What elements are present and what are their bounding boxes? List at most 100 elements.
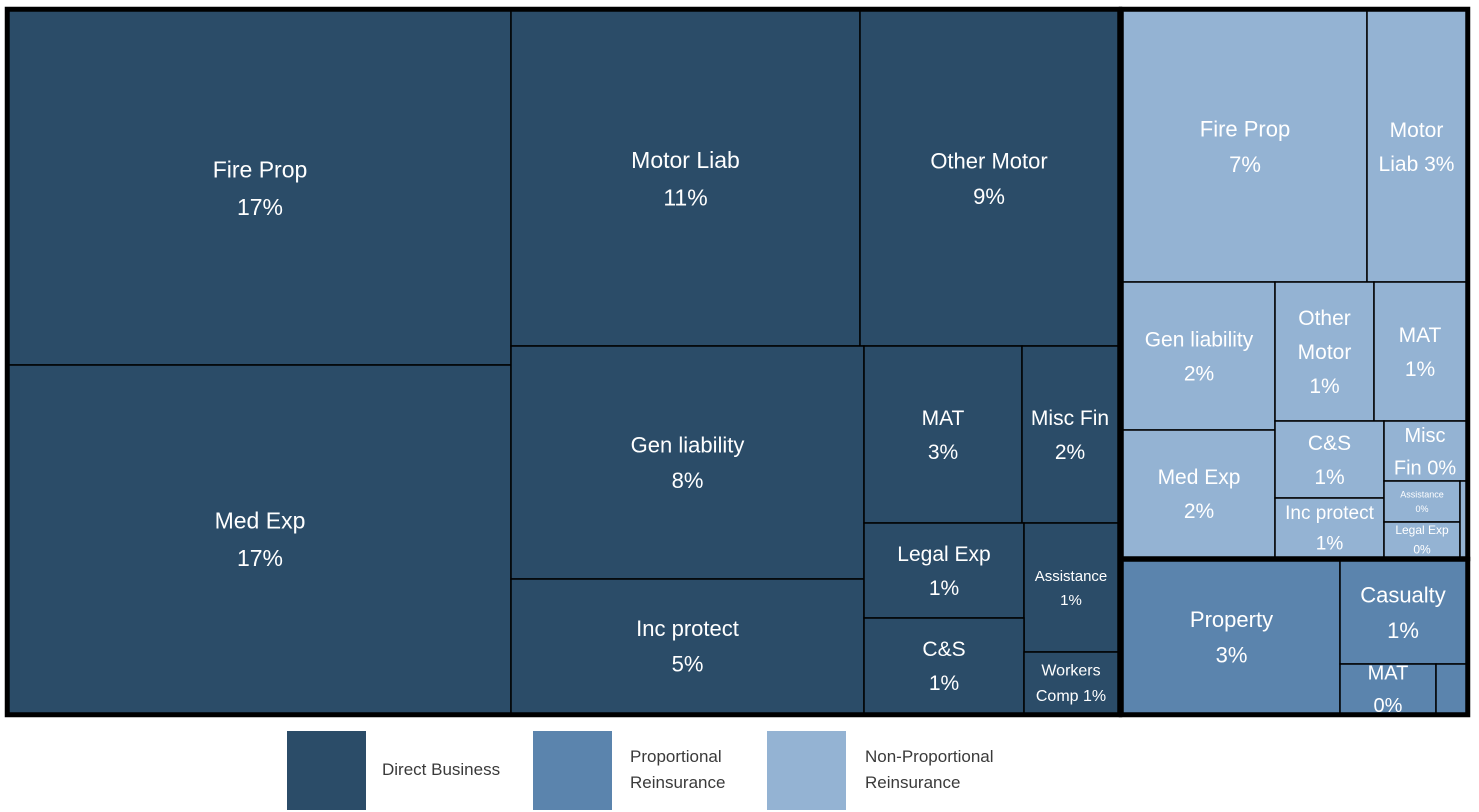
tile-p-tiny [1435,663,1467,714]
tile-label-line: 5% [672,652,704,677]
tile-label: Med Exp 2% [1158,466,1241,523]
tile-label: Fire Prop 17% [213,157,308,220]
tile-n-assist: Assistance 0% [1383,480,1461,523]
tile-d-legal: Legal Exp 1% [863,522,1025,619]
tile-label-line: Assistance [1400,489,1444,499]
tile-label: Med Exp 17% [215,508,306,571]
tile-label-line: Workers [1041,662,1100,679]
tile-label-line: 3% [928,441,958,464]
tile-label-line: Other Motor [930,149,1047,174]
tile-label-line: Assistance [1035,568,1108,585]
tile-label-line: 11% [663,184,707,210]
tile-n-cs: C&S 1% [1274,420,1385,499]
tile-label-line: Other [1298,307,1351,330]
tile-label: Legal Exp 1% [897,543,990,600]
tile-label-line: 0% [1415,504,1428,514]
tile-rect [1122,429,1276,558]
tile-rect [1459,480,1467,558]
tile-rect [1274,281,1375,422]
tile-label-line: MAT [1368,663,1409,685]
treemap-tiles: Fire Prop 17% Med Exp 17% Motor Liab 11% Other… [8,10,1467,717]
tile-label: Motor Liab 3% [1379,119,1455,176]
tile-label-line: C&S [1308,432,1351,455]
tile-label-line: 2% [1184,500,1214,523]
tile-label-line: 1% [1314,466,1344,489]
tile-label-line: 1% [1405,358,1435,381]
tile-rect [863,617,1025,714]
group-border-proportional [1118,556,1471,718]
tile-rect [1122,560,1341,714]
tile-label-line: Legal Exp [1395,523,1449,537]
tile-rect [1339,560,1467,665]
legend-label: Reinsurance [865,773,960,792]
tile-label-line: Casualty [1360,583,1446,608]
tile-d-othermotor: Other Motor 9% [859,10,1119,347]
tile-label-line: C&S [922,638,965,661]
tile-n-med: Med Exp 2% [1122,429,1276,558]
tile-label: Legal Exp 0% [1395,523,1449,556]
tile-label-line: 2% [1184,363,1214,386]
tile-label-line: 0% [1413,543,1431,557]
tile-label-line: 1% [1060,592,1082,609]
tile-n-tiny [1459,480,1467,558]
tile-label: Motor Liab 11% [631,147,740,210]
tile-label: Inc protect 5% [636,616,739,677]
tile-n-othermotor: Other Motor 1% [1274,281,1375,422]
tile-n-genliab: Gen liability 2% [1122,281,1276,431]
tile-label-line: Legal Exp [897,543,990,566]
legend-label: Reinsurance [630,773,725,792]
tile-label-line: 0% [1374,695,1403,717]
legend-swatch [533,731,612,810]
tile-rect [863,522,1025,619]
tile-label-line: 17% [237,194,283,220]
tile-label: MAT 3% [922,407,965,464]
tile-label-line: Fin 0% [1394,457,1456,479]
tile-n-legal: Legal Exp 0% [1383,521,1461,558]
tile-n-mat: MAT 1% [1373,281,1467,422]
tile-label-line: Gen liability [631,433,745,458]
tile-label-line: 2% [1055,441,1085,464]
tile-n-fire: Fire Prop 7% [1122,10,1368,283]
tile-label-line: Med Exp [1158,466,1241,489]
tile-rect [1435,663,1467,714]
tile-p-property: Property 3% [1122,560,1341,714]
tile-rect [1021,345,1119,524]
tile-rect [510,578,865,714]
tile-n-motorliab: Motor Liab 3% [1366,10,1467,283]
tile-d-assist: Assistance 1% [1023,522,1119,653]
tile-label-line: Fire Prop [1200,117,1290,142]
tile-label-line: Comp 1% [1036,688,1106,705]
tile-label: Other Motor 9% [930,149,1047,210]
tile-label-line: 9% [973,184,1005,209]
tile-label: Casualty 1% [1360,583,1446,644]
tile-label: Assistance 0% [1400,489,1444,514]
tile-label: MAT 0% [1368,663,1409,717]
tile-label-line: Med Exp [215,508,306,534]
tile-label: Gen liability 2% [1145,329,1254,386]
tile-label-line: Motor [1298,341,1352,364]
tile-label: Misc Fin 0% [1394,425,1456,479]
tile-p-casualty: Casualty 1% [1339,560,1467,665]
tile-label-line: Inc protect [636,616,739,641]
tile-rect [1383,480,1461,523]
tile-label: Inc protect 1% [1285,503,1374,555]
tile-label: Gen liability 8% [631,433,745,494]
tile-rect [1023,522,1119,653]
legend-swatch [767,731,846,810]
legend-label: Direct Business [382,760,500,779]
tile-label: Property 3% [1190,607,1273,668]
tile-label-line: 1% [1309,375,1339,398]
tile-label: Assistance 1% [1035,568,1108,609]
tile-d-miscfin: Misc Fin 2% [1021,345,1119,524]
tile-label-line: 3% [1216,643,1248,668]
legend: Direct BusinessProportionalReinsuranceNo… [287,731,994,810]
legend-label: Non-Proportional [865,747,994,766]
tile-rect [1274,420,1385,499]
tile-label-line: Liab 3% [1379,153,1455,176]
tile-label-line: Inc protect [1285,503,1374,524]
tile-label: Workers Comp 1% [1036,662,1106,705]
tile-rect [510,10,861,347]
tile-label: C&S 1% [1308,432,1351,489]
tile-label-line: 1% [1316,534,1344,555]
tile-rect [1366,10,1467,283]
